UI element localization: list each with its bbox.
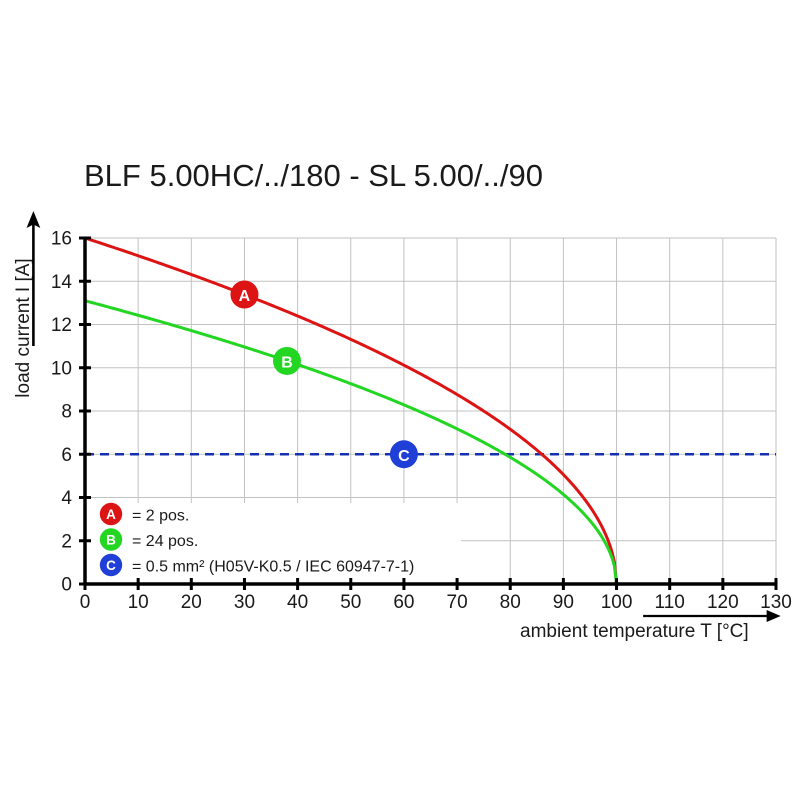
svg-text:12: 12: [51, 315, 72, 336]
svg-text:10: 10: [51, 358, 72, 379]
svg-text:B: B: [106, 533, 116, 548]
svg-text:A: A: [239, 288, 251, 305]
svg-text:10: 10: [128, 592, 149, 613]
svg-text:40: 40: [287, 592, 308, 613]
svg-text:60: 60: [393, 592, 414, 613]
svg-text:6: 6: [61, 445, 72, 466]
svg-text:70: 70: [447, 592, 468, 613]
svg-text:= 0.5 mm² (H05V-K0.5 / IEC 609: = 0.5 mm² (H05V-K0.5 / IEC 60947-7-1): [132, 559, 414, 576]
svg-text:20: 20: [181, 592, 202, 613]
svg-text:130: 130: [760, 592, 792, 613]
svg-text:A: A: [106, 507, 116, 522]
svg-text:110: 110: [655, 592, 685, 613]
svg-text:0: 0: [80, 592, 91, 613]
svg-text:B: B: [281, 354, 293, 371]
svg-text:120: 120: [707, 592, 739, 613]
svg-text:8: 8: [61, 402, 72, 423]
svg-text:16: 16: [51, 229, 72, 250]
svg-text:50: 50: [340, 592, 361, 613]
svg-text:100: 100: [601, 592, 633, 613]
svg-text:4: 4: [61, 488, 72, 509]
svg-text:= 2 pos.: = 2 pos.: [132, 508, 189, 525]
svg-text:= 24 pos.: = 24 pos.: [132, 533, 198, 550]
svg-text:90: 90: [553, 592, 574, 613]
svg-text:14: 14: [51, 272, 73, 293]
svg-text:80: 80: [500, 592, 521, 613]
svg-text:C: C: [398, 448, 410, 465]
svg-text:30: 30: [234, 592, 255, 613]
svg-text:0: 0: [61, 575, 72, 596]
svg-text:2: 2: [61, 531, 72, 552]
svg-text:C: C: [106, 558, 116, 573]
